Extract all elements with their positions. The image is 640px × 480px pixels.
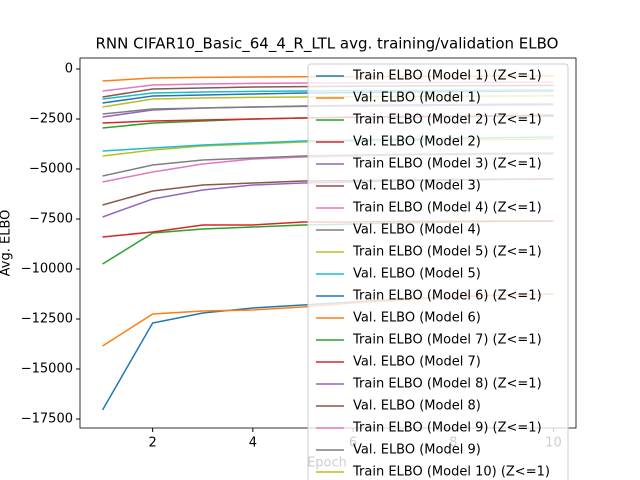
legend-label: Train ELBO (Model 8) (Z<=1) (352, 377, 542, 392)
x-tick-label: 2 (149, 436, 157, 451)
legend-label: Val. ELBO (Model 4) (353, 223, 481, 238)
y-tick-label: 0 (65, 62, 73, 77)
legend-label: Train ELBO (Model 10) (Z<=1) (352, 465, 550, 480)
legend-label: Val. ELBO (Model 1) (353, 91, 481, 106)
legend-label: Train ELBO (Model 3) (Z<=1) (352, 157, 542, 172)
legend-label: Val. ELBO (Model 8) (353, 399, 481, 414)
y-tick-label: −12500 (21, 312, 73, 327)
y-tick-label: −7500 (29, 212, 73, 227)
legend-label: Train ELBO (Model 5) (Z<=1) (352, 245, 542, 260)
legend: Train ELBO (Model 1) (Z<=1) Val. ELBO (Mo… (307, 63, 569, 480)
legend-label: Val. ELBO (Model 2) (353, 135, 481, 150)
y-tick-label: −5000 (29, 162, 73, 177)
y-axis-label: Avg. ELBO (0, 210, 14, 277)
x-tick-label: 4 (249, 436, 257, 451)
legend-label: Val. ELBO (Model 3) (353, 179, 481, 194)
y-tick-label: −17500 (21, 412, 73, 427)
legend-label: Val. ELBO (Model 6) (353, 311, 481, 326)
legend-label: Train ELBO (Model 2) (Z<=1) (352, 113, 542, 128)
y-tick-label: −10000 (21, 262, 73, 277)
legend-label: Val. ELBO (Model 7) (353, 355, 481, 370)
legend-label: Train ELBO (Model 6) (Z<=1) (352, 289, 542, 304)
legend-label: Train ELBO (Model 1) (Z<=1) (352, 69, 542, 84)
legend-label: Val. ELBO (Model 9) (353, 443, 481, 458)
chart-title: RNN CIFAR10_Basic_64_4_R_LTL avg. traini… (96, 35, 559, 54)
legend-label: Train ELBO (Model 7) (Z<=1) (352, 333, 542, 348)
y-tick-label: −15000 (21, 362, 73, 377)
legend-label: Train ELBO (Model 4) (Z<=1) (352, 201, 542, 216)
legend-label: Train ELBO (Model 9) (Z<=1) (352, 421, 542, 436)
legend-label: Val. ELBO (Model 5) (353, 267, 481, 282)
legend-box (307, 63, 569, 480)
y-tick-label: −2500 (29, 112, 73, 127)
